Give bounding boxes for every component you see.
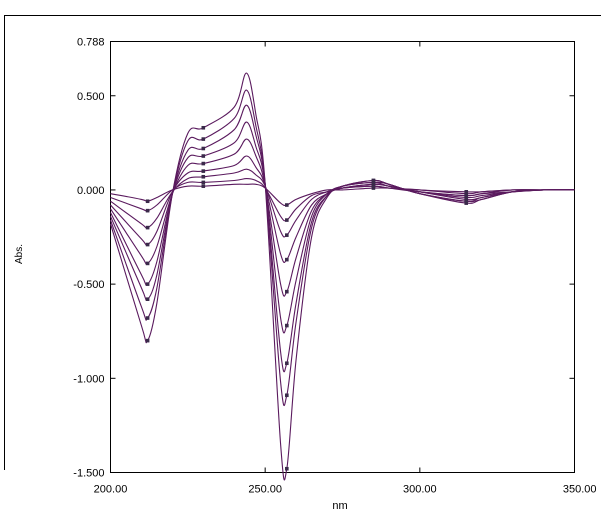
series-marker xyxy=(201,161,206,166)
y-tick-label: 0.788 xyxy=(77,37,105,49)
series-marker xyxy=(371,180,376,185)
series-line xyxy=(109,104,575,373)
series-marker xyxy=(285,203,289,207)
series-group xyxy=(109,72,575,481)
series-marker xyxy=(201,125,206,130)
series-marker xyxy=(145,208,150,213)
series-marker xyxy=(201,137,206,141)
series-marker xyxy=(145,338,150,343)
y-tick-label: -1.000 xyxy=(73,373,104,385)
series-marker xyxy=(464,195,469,200)
series-marker xyxy=(285,466,289,471)
series-marker xyxy=(145,225,150,230)
series-marker xyxy=(201,174,206,179)
x-axis-ticks: 200.00 250.00 300.00 350.00 xyxy=(94,41,597,496)
series-marker xyxy=(371,178,376,183)
x-tick-label: 250.00 xyxy=(248,484,282,496)
x-tick-label: 350.00 xyxy=(563,484,597,496)
series-marker xyxy=(145,297,150,301)
series-line xyxy=(110,178,575,222)
series-marker xyxy=(371,186,376,190)
series-marker xyxy=(285,323,289,328)
series-marker xyxy=(145,199,150,204)
series-line xyxy=(109,89,575,407)
series-marker xyxy=(464,190,469,194)
y-tick-label: -0.500 xyxy=(73,279,104,291)
y-tick-label: -1.500 xyxy=(73,468,104,480)
series-marker xyxy=(145,316,150,320)
series-marker xyxy=(464,191,469,196)
series-line xyxy=(109,72,575,481)
series-marker xyxy=(145,242,150,247)
series-marker xyxy=(371,184,376,188)
series-marker xyxy=(464,199,469,204)
series-marker xyxy=(464,197,469,202)
x-tick-label: 300.00 xyxy=(403,484,437,496)
series-marker xyxy=(285,393,289,398)
series-line xyxy=(110,183,575,206)
series-marker xyxy=(201,184,206,188)
series-line xyxy=(110,121,575,334)
series-marker xyxy=(285,257,289,262)
series-marker xyxy=(464,193,469,198)
series-marker xyxy=(201,180,206,185)
plot-frame xyxy=(110,41,575,473)
series-marker xyxy=(201,154,206,158)
series-marker xyxy=(145,261,150,266)
y-axis-ticks: 0.788 0.500 0.000 -0.500 -1.000 -1.500 xyxy=(73,37,575,480)
series-marker xyxy=(464,201,469,205)
series-marker xyxy=(285,233,289,237)
y-tick-label: 0.000 xyxy=(77,185,105,197)
y-axis-label: Abs. xyxy=(14,244,25,264)
x-axis-label: nm xyxy=(332,500,347,510)
series-marker xyxy=(201,169,206,173)
series-marker xyxy=(201,146,206,151)
series-marker xyxy=(285,218,289,222)
series-marker xyxy=(285,289,289,294)
x-tick-label: 200.00 xyxy=(94,484,128,496)
series-marker xyxy=(285,361,289,366)
series-marker xyxy=(371,182,376,187)
series-marker xyxy=(145,282,150,286)
y-tick-label: 0.500 xyxy=(77,91,105,103)
